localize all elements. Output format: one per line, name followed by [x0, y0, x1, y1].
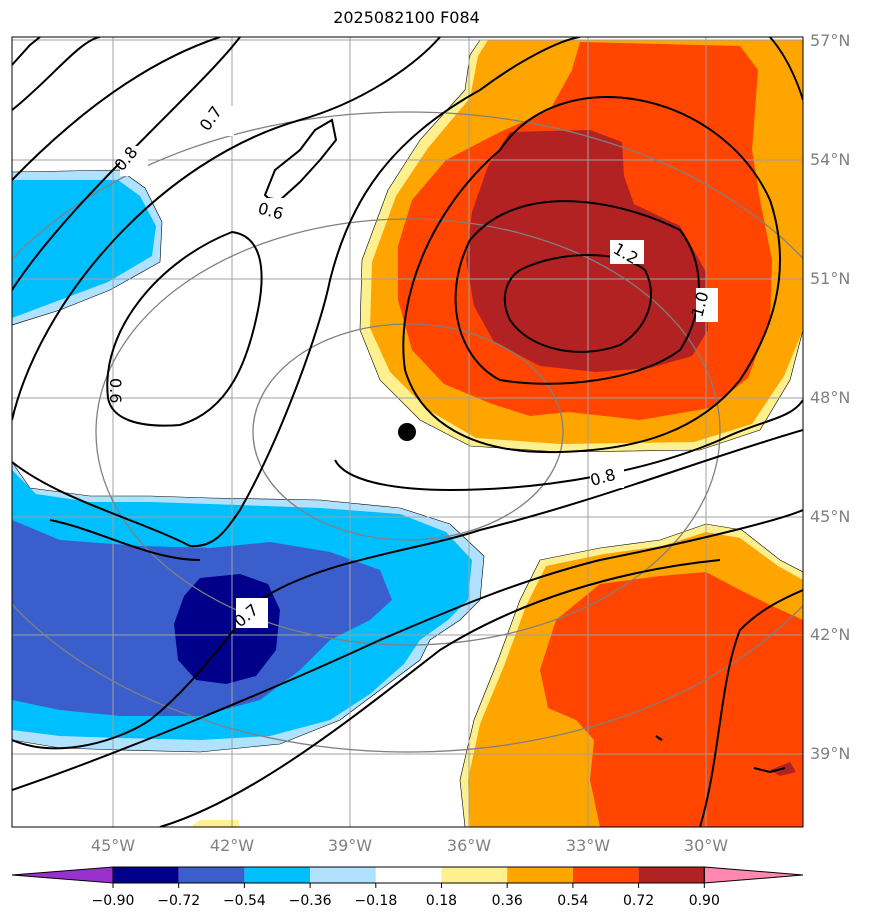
- colorbar-tick: −0.72: [157, 893, 201, 909]
- lat-label-51n: 51°N: [810, 269, 851, 288]
- negative-anomaly-north: [12, 169, 163, 326]
- colorbar-tick: 0.54: [557, 893, 589, 909]
- colorbar-tick: −0.90: [91, 893, 135, 909]
- colorbar-tick: 0.90: [688, 893, 720, 909]
- lat-label-39n: 39°N: [810, 744, 851, 763]
- colorbar-tick: −0.36: [288, 893, 332, 909]
- lon-label-45w: 45°W: [90, 836, 136, 855]
- positive-anomaly-edge: [190, 820, 240, 827]
- station-dot: [398, 423, 416, 441]
- lon-label-30w: 30°W: [683, 836, 729, 855]
- lon-label-42w: 42°W: [209, 836, 255, 855]
- lat-label-54n: 54°N: [810, 150, 851, 169]
- map-frame: [11, 36, 804, 828]
- colorbar: [11, 866, 804, 888]
- lat-label-48n: 48°N: [810, 388, 851, 407]
- colorbar-tick: 0.18: [425, 893, 458, 909]
- colorbar-tick: 0.72: [623, 893, 655, 909]
- contour-lines: [12, 37, 803, 827]
- lat-label-57n: 57°N: [810, 31, 851, 50]
- positive-anomaly-north: [359, 39, 803, 453]
- colorbar-tick: −0.18: [354, 893, 398, 909]
- lon-label-33w: 33°W: [565, 836, 611, 855]
- lon-label-39w: 39°W: [327, 836, 373, 855]
- contour-label-group: 0.6 0.7 0.8 0.6 1.2 1.0 0.8 0.7: [106, 103, 718, 631]
- contour-label-0-6-west: 0.6: [106, 378, 125, 403]
- lon-label-36w: 36°W: [446, 836, 492, 855]
- colorbar-tick: −0.54: [222, 893, 266, 909]
- map-title: 2025082100 F084: [333, 8, 480, 27]
- range-rings: [12, 111, 803, 753]
- colorbar-tick: 0.36: [491, 893, 523, 909]
- lat-label-45n: 45°N: [810, 507, 851, 526]
- lat-label-42n: 42°N: [810, 625, 851, 644]
